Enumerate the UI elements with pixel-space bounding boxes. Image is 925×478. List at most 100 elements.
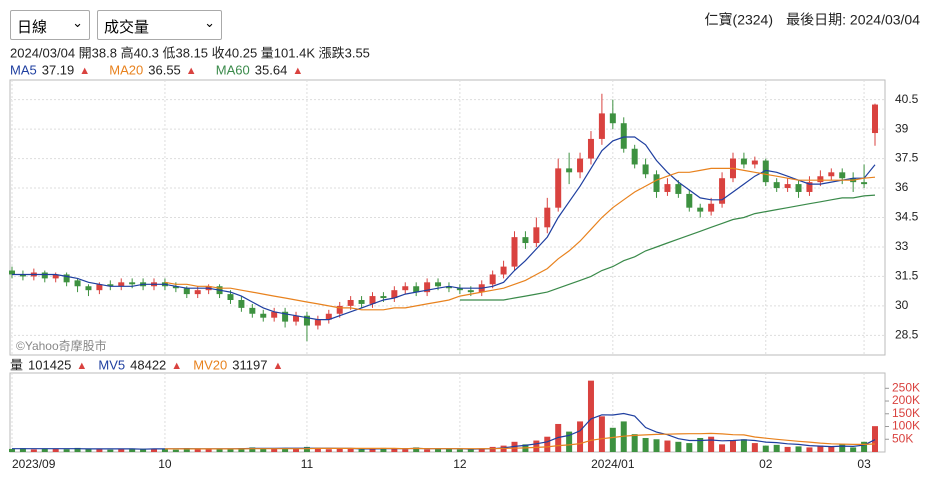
volume-bar bbox=[271, 448, 278, 452]
candle-body bbox=[489, 274, 496, 285]
candle-body bbox=[41, 272, 48, 279]
candle-body bbox=[118, 282, 125, 287]
candle-body bbox=[598, 113, 605, 139]
volume-bar bbox=[358, 449, 365, 452]
volume-bar bbox=[478, 448, 485, 452]
ma-line bbox=[459, 194, 876, 301]
volume-bar bbox=[183, 448, 190, 452]
x-tick-label: 2023/09 bbox=[12, 457, 56, 471]
volume-bar bbox=[751, 443, 758, 452]
candle-body bbox=[129, 282, 136, 285]
x-tick-label: 12 bbox=[453, 457, 467, 471]
candle-body bbox=[784, 184, 791, 189]
volume-bar bbox=[325, 449, 332, 452]
x-tick-label: 03 bbox=[857, 457, 871, 471]
quote-info: 2024/03/04 開38.8 高40.3 低38.15 收40.25 量10… bbox=[10, 45, 370, 60]
y-tick-label: 30 bbox=[895, 298, 909, 312]
volume-bar bbox=[719, 444, 726, 452]
volume-bar bbox=[118, 449, 125, 452]
candle-body bbox=[642, 164, 649, 175]
mv-line bbox=[164, 432, 876, 450]
volume-bar bbox=[435, 448, 442, 452]
volume-bar bbox=[795, 446, 802, 452]
candle-body bbox=[336, 305, 343, 314]
volume-bar bbox=[456, 449, 463, 452]
y-tick-label: 250K bbox=[892, 380, 920, 394]
volume-bar bbox=[784, 446, 791, 452]
volume-bar bbox=[19, 448, 26, 452]
candle-body bbox=[260, 313, 267, 318]
volume-bar bbox=[380, 447, 387, 452]
volume-bar bbox=[205, 449, 212, 452]
candle-body bbox=[522, 237, 529, 244]
candle-body bbox=[96, 284, 103, 291]
volume-bar bbox=[806, 447, 813, 452]
y-tick-label: 36 bbox=[895, 180, 909, 194]
volume-bar bbox=[369, 448, 376, 452]
candle-body bbox=[500, 266, 507, 275]
candle-body bbox=[609, 113, 616, 124]
candle-body bbox=[347, 300, 354, 306]
volume-bar bbox=[424, 449, 431, 452]
candle-body bbox=[303, 315, 310, 326]
legend-name: MA5 bbox=[10, 62, 37, 77]
volume-bar bbox=[872, 426, 878, 452]
candle-body bbox=[456, 288, 463, 291]
candle-body bbox=[566, 168, 573, 173]
candle-body bbox=[194, 290, 201, 295]
candle-body bbox=[369, 296, 376, 304]
period-select[interactable]: 日線 ⌄ bbox=[10, 10, 90, 40]
legend-arrow: ▲ bbox=[79, 65, 90, 77]
volume-bar bbox=[107, 449, 114, 452]
volume-bar bbox=[249, 447, 256, 452]
volume-bar bbox=[413, 447, 420, 452]
candle-body bbox=[708, 203, 715, 212]
legend-value: 101425 bbox=[28, 357, 71, 372]
candle-body bbox=[740, 158, 747, 165]
candle-body bbox=[227, 294, 234, 300]
volume-bar bbox=[828, 446, 835, 452]
volume-bar bbox=[30, 449, 37, 452]
candle-body bbox=[587, 138, 594, 159]
volume-bar bbox=[631, 434, 638, 452]
legend-arrow: ▲ bbox=[171, 360, 182, 372]
volume-bar bbox=[216, 448, 223, 452]
volume-bar bbox=[140, 448, 147, 452]
candle-body bbox=[762, 160, 769, 183]
legend-name: MA60 bbox=[216, 62, 250, 77]
ma-line bbox=[12, 136, 876, 321]
legend-value: 36.55 bbox=[148, 62, 181, 77]
volume-bar bbox=[52, 448, 59, 452]
candle-body bbox=[85, 286, 92, 291]
candle-body bbox=[52, 274, 59, 279]
candle-body bbox=[620, 123, 627, 149]
volume-bar bbox=[653, 439, 660, 452]
candle-body bbox=[555, 168, 562, 208]
legend-name: MV20 bbox=[193, 357, 227, 372]
candle-body bbox=[795, 184, 802, 192]
volume-bar bbox=[839, 444, 846, 452]
candle-body bbox=[402, 286, 409, 291]
candle-body bbox=[380, 296, 387, 299]
volume-bar bbox=[391, 448, 398, 452]
candle-body bbox=[435, 282, 442, 287]
candle-body bbox=[293, 315, 300, 322]
indicator-select[interactable]: 成交量 ⌄ bbox=[97, 10, 222, 40]
volume-bar bbox=[850, 447, 857, 452]
legend-value: 48422 bbox=[130, 357, 166, 372]
volume-bar bbox=[85, 448, 92, 452]
volume-bar bbox=[161, 448, 168, 452]
volume-bar bbox=[686, 443, 693, 452]
volume-bar bbox=[467, 449, 474, 452]
last-date: 最後日期: 2024/03/04 bbox=[786, 12, 920, 28]
candle-body bbox=[9, 270, 15, 275]
candle-body bbox=[467, 290, 474, 293]
y-tick-label: 150K bbox=[892, 406, 920, 420]
candle-body bbox=[631, 148, 638, 165]
legend-arrow: ▲ bbox=[186, 65, 197, 77]
dropdown-arrow: ⌄ bbox=[204, 15, 215, 30]
volume-bar bbox=[762, 445, 769, 452]
candle-body bbox=[697, 207, 704, 212]
candle-body bbox=[544, 207, 551, 228]
volume-bar bbox=[74, 447, 81, 452]
